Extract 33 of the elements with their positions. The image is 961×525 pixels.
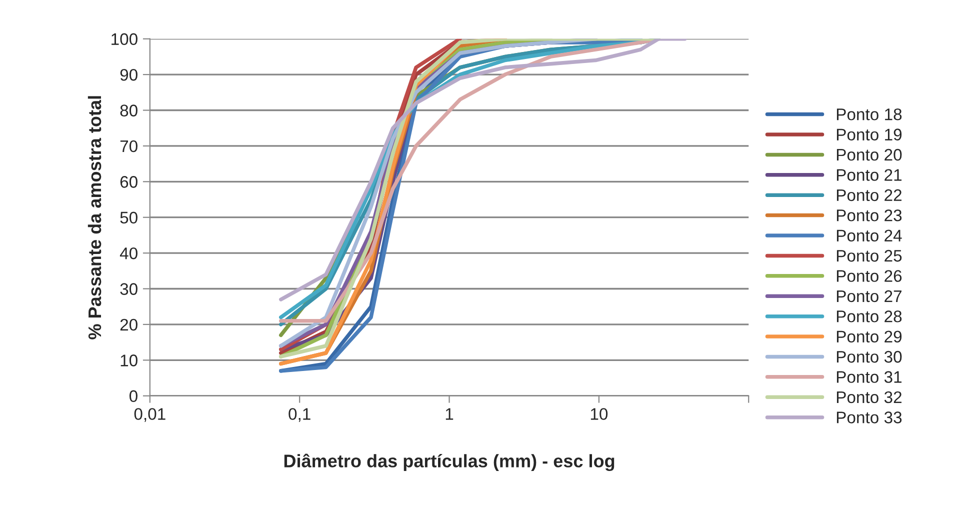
y-tick-label: 30 — [120, 283, 138, 295]
legend-label: Ponto 19 — [836, 128, 902, 140]
legend-label: Ponto 29 — [836, 330, 902, 343]
legend-label: Ponto 33 — [836, 412, 902, 424]
y-tick-label: 90 — [120, 68, 138, 81]
legend-label: Ponto 24 — [836, 230, 902, 242]
x-axis-title: Diâmetro das partículas (mm) - esc log — [284, 454, 614, 472]
legend-label: Ponto 26 — [836, 270, 902, 282]
legend-label: Ponto 22 — [836, 189, 902, 202]
legend-label: Ponto 31 — [836, 371, 902, 383]
y-tick-label: 70 — [120, 140, 138, 152]
legend-label: Ponto 30 — [836, 350, 902, 363]
legend-label: Ponto 25 — [836, 250, 902, 262]
y-tick-label: 0 — [129, 390, 138, 402]
legend-label: Ponto 23 — [836, 209, 902, 222]
legend-label: Ponto 28 — [836, 310, 902, 322]
legend-label: Ponto 21 — [836, 169, 902, 181]
y-tick-label: 80 — [120, 104, 138, 116]
legend-label: Ponto 32 — [836, 391, 902, 404]
legend-label: Ponto 18 — [836, 108, 902, 120]
x-tick-label: 0,01 — [134, 408, 166, 422]
x-tick-label: 1 — [446, 408, 454, 420]
y-axis-title: % Passante da amostra total — [88, 96, 102, 340]
y-tick-label: 10 — [120, 354, 138, 366]
legend-label: Ponto 20 — [836, 148, 902, 161]
y-tick-label: 100 — [112, 33, 138, 46]
x-tick-label: 0,1 — [288, 408, 310, 422]
y-tick-label: 50 — [120, 212, 138, 224]
y-tick-label: 60 — [120, 176, 138, 188]
y-tick-label: 40 — [120, 247, 138, 260]
legend-label: Ponto 27 — [836, 290, 902, 302]
x-tick-label: 10 — [590, 408, 608, 420]
y-tick-label: 20 — [120, 318, 138, 331]
